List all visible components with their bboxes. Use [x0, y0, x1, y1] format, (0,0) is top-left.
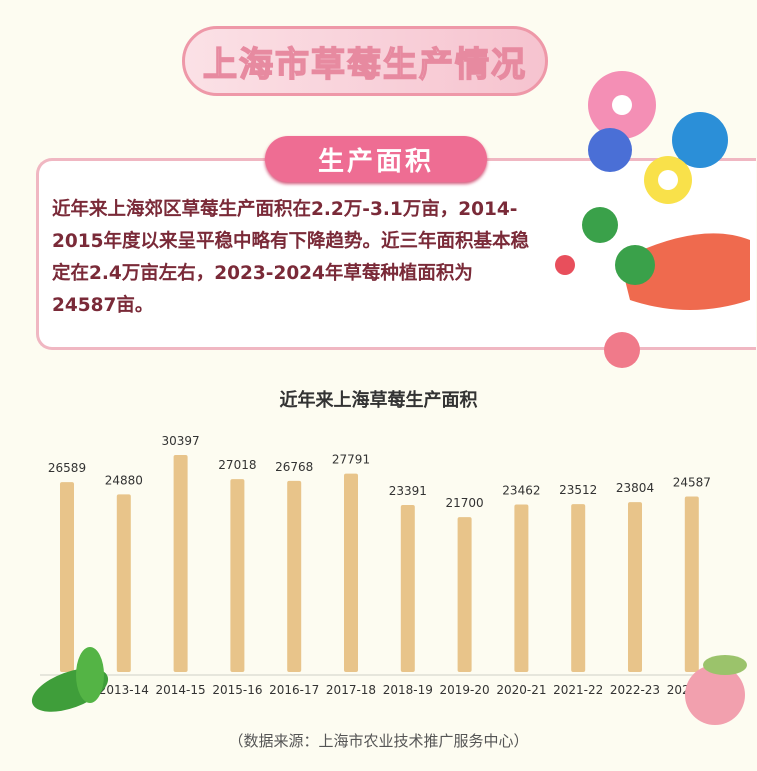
- data-label: 30397: [162, 434, 200, 448]
- x-tick-label: 2021-22: [553, 683, 603, 697]
- bar: [400, 505, 415, 672]
- section-title: 生产面积: [265, 136, 487, 182]
- x-tick-label: 2013-14: [99, 683, 149, 697]
- data-source: （数据来源：上海市农业技术推广服务中心）: [228, 732, 529, 750]
- bar: [344, 473, 358, 672]
- data-label: 23462: [502, 484, 540, 498]
- bar: [287, 480, 302, 672]
- bar: [514, 504, 529, 672]
- x-tick-label: 2014-15: [156, 683, 206, 697]
- x-tick-label: 2018-19: [383, 683, 433, 697]
- x-tick-label: 2020-21: [496, 683, 546, 697]
- bar: [173, 455, 188, 672]
- strawberry-character-icon: [685, 655, 747, 725]
- data-label: 21700: [446, 496, 484, 510]
- data-label: 24880: [105, 473, 143, 487]
- data-label: 23391: [389, 484, 427, 498]
- data-label: 27018: [218, 458, 256, 472]
- bar: [628, 502, 642, 672]
- x-tick-label: 2022-23: [610, 683, 660, 697]
- data-label: 24587: [673, 475, 711, 489]
- x-tick-label: 2019-20: [440, 683, 490, 697]
- data-label: 26768: [275, 460, 313, 474]
- bar: [457, 517, 472, 672]
- bar: [116, 494, 131, 672]
- data-label: 23512: [559, 483, 597, 497]
- bar: [684, 496, 699, 672]
- x-tick-label: 2015-16: [212, 683, 262, 697]
- description-paragraph: 近年来上海郊区草莓生产面积在2.2万-3.1万亩，2014-2015年度以来呈平…: [52, 199, 529, 316]
- data-label: 27791: [332, 453, 370, 467]
- mint-leaf-icon: [31, 647, 109, 712]
- x-tick-label: 2017-18: [326, 683, 376, 697]
- data-label: 26589: [48, 461, 86, 475]
- bar: [230, 479, 245, 672]
- chart-title: 近年来上海草莓生产面积: [279, 390, 478, 411]
- page-title: 上海市草莓生产情况: [182, 26, 548, 96]
- bar: [571, 504, 586, 672]
- data-label: 23804: [616, 481, 654, 495]
- x-tick-label: 2016-17: [269, 683, 319, 697]
- bar: [60, 482, 74, 672]
